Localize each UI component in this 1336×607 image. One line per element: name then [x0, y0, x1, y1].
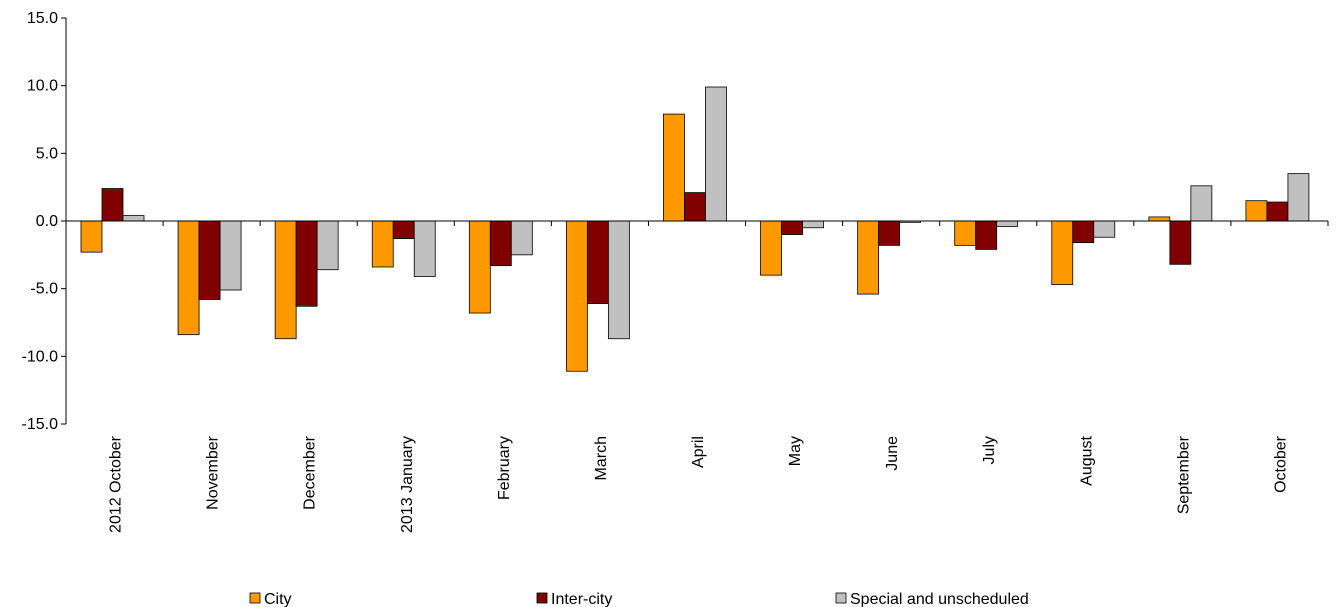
bar-special-and-unscheduled-3	[413, 220, 436, 277]
bar-inter-city-1	[198, 220, 221, 300]
bar-city-5	[565, 220, 588, 372]
legend-label-2: Special and unscheduled	[850, 591, 1029, 607]
axes-group	[65, 18, 1328, 424]
bar-city-10	[1051, 220, 1074, 286]
bar-inter-city-8	[878, 220, 901, 246]
bar-inter-city-7	[781, 220, 803, 235]
legend-label-1: Inter-city	[551, 591, 612, 607]
x-tick-label: June	[884, 436, 901, 471]
x-tick-label: 2012 October	[108, 435, 125, 533]
y-axis-ticks: -15.0 -10.0 -5.0 0.0 5.0 10.0 15.0	[22, 10, 66, 433]
x-tick-label: April	[690, 436, 707, 468]
y-tick-label: -10.0	[22, 348, 59, 365]
bars-group	[80, 86, 1310, 372]
bar-inter-city-11	[1169, 220, 1192, 265]
x-axis-ticks: 2012 October November December 2013 January…	[65, 221, 1329, 533]
x-tick-label: July	[981, 436, 998, 464]
legend-label-0: City	[264, 591, 292, 607]
bar-special-and-unscheduled-5	[607, 220, 630, 340]
bar-special-and-unscheduled-1	[219, 220, 242, 291]
bar-city-0	[80, 220, 103, 253]
bar-special-and-unscheduled-4	[510, 220, 533, 256]
x-tick-label: May	[787, 436, 804, 466]
bar-special-and-unscheduled-6	[705, 86, 727, 222]
y-tick-label: 15.0	[27, 10, 58, 27]
y-tick-label: 5.0	[36, 145, 58, 162]
bar-city-6	[663, 113, 685, 222]
legend-swatch-2	[835, 592, 847, 604]
bar-inter-city-6	[684, 192, 706, 222]
x-tick-label: August	[1078, 435, 1095, 485]
bar-inter-city-0	[101, 188, 124, 222]
x-tick-label: February	[496, 436, 513, 500]
bar-special-and-unscheduled-7	[802, 220, 824, 229]
bar-city-3	[371, 220, 394, 268]
bar-city-2	[274, 220, 297, 340]
legend-swatch-1	[536, 592, 548, 604]
bar-city-11	[1148, 216, 1171, 222]
legend: City Inter-city Special and unscheduled	[249, 591, 1029, 607]
bar-city-9	[954, 220, 977, 246]
bar-inter-city-10	[1072, 220, 1095, 244]
x-tick-label: December	[302, 435, 319, 509]
y-tick-label: 10.0	[27, 78, 58, 95]
y-tick-label: -15.0	[22, 416, 59, 433]
x-tick-label: September	[1175, 435, 1192, 514]
bar-city-7	[760, 220, 782, 276]
y-tick-label: 0.0	[36, 213, 58, 230]
bar-city-12	[1245, 200, 1268, 222]
bar-inter-city-5	[586, 220, 609, 304]
bar-city-1	[177, 220, 200, 336]
bar-inter-city-12	[1266, 201, 1289, 222]
x-tick-label: 2013 January	[399, 436, 416, 533]
bar-special-and-unscheduled-0	[122, 215, 145, 222]
x-tick-label: November	[205, 435, 222, 509]
bar-city-8	[857, 220, 880, 295]
bar-special-and-unscheduled-2	[316, 220, 339, 271]
bar-inter-city-4	[489, 220, 512, 267]
bar-special-and-unscheduled-12	[1287, 173, 1310, 222]
bar-inter-city-2	[295, 220, 318, 307]
bar-inter-city-9	[975, 220, 998, 250]
y-tick-label: -5.0	[30, 281, 58, 298]
bar-special-and-unscheduled-9	[996, 220, 1019, 227]
bar-special-and-unscheduled-10	[1093, 220, 1116, 238]
bar-inter-city-3	[392, 220, 415, 239]
x-tick-label: October	[1272, 435, 1289, 493]
legend-swatch-0	[249, 592, 261, 604]
x-tick-label: March	[593, 436, 610, 480]
bar-city-4	[468, 220, 491, 314]
bar-special-and-unscheduled-11	[1190, 185, 1213, 222]
